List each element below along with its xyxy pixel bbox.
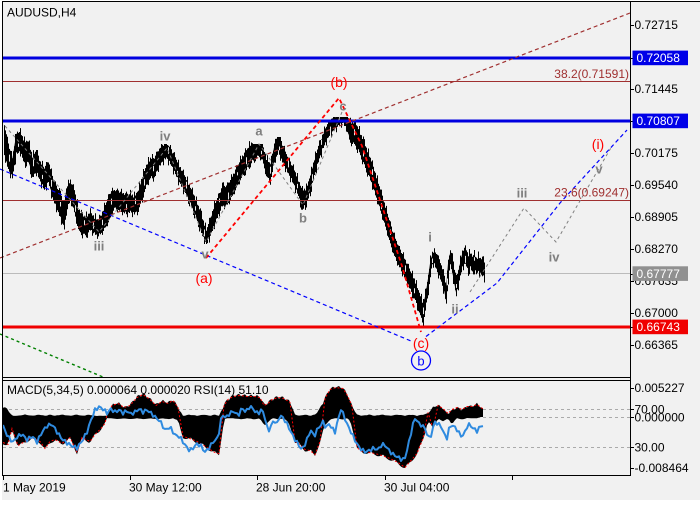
svg-text:0.67000: 0.67000: [635, 306, 679, 320]
svg-text:AUDUSD,H4: AUDUSD,H4: [7, 6, 77, 20]
svg-text:0.68905: 0.68905: [635, 210, 679, 224]
svg-text:-0.008464: -0.008464: [635, 461, 689, 475]
svg-text:38.2(0.71591): 38.2(0.71591): [554, 67, 629, 81]
svg-text:(a): (a): [195, 270, 212, 286]
svg-text:iii: iii: [517, 186, 528, 201]
svg-text:30 Jul 04:00: 30 Jul 04:00: [384, 481, 450, 495]
svg-text:0.005227: 0.005227: [635, 381, 685, 395]
svg-text:iii: iii: [94, 239, 105, 254]
svg-text:MACD(5,34,5) 0.000064 0.000020: MACD(5,34,5) 0.000064 0.000020 RSI(14) 5…: [7, 383, 269, 397]
svg-text:0.71445: 0.71445: [635, 82, 679, 96]
svg-text:0.72715: 0.72715: [635, 18, 679, 32]
svg-text:30 May 12:00: 30 May 12:00: [129, 481, 202, 495]
svg-text:v: v: [201, 247, 209, 262]
svg-text:1 May 2019: 1 May 2019: [3, 481, 66, 495]
svg-text:0.69540: 0.69540: [635, 178, 679, 192]
svg-text:0.68270: 0.68270: [635, 242, 679, 256]
svg-text:(c): (c): [413, 335, 429, 351]
svg-text:23.6(0.69247): 23.6(0.69247): [554, 186, 629, 200]
svg-text:0.66365: 0.66365: [635, 338, 679, 352]
svg-text:ii: ii: [451, 302, 458, 317]
svg-text:0.70807: 0.70807: [637, 114, 681, 128]
svg-text:0.70175: 0.70175: [635, 146, 679, 160]
svg-text:0.000000: 0.000000: [635, 411, 685, 425]
svg-text:iv: iv: [549, 250, 561, 265]
svg-text:30.00: 30.00: [635, 441, 665, 455]
svg-text:(b): (b): [330, 74, 347, 90]
svg-text:0.72058: 0.72058: [637, 51, 681, 65]
svg-text:70.00: 70.00: [635, 402, 665, 416]
svg-text:0.67777: 0.67777: [637, 267, 681, 281]
svg-text:28 Jun 20:00: 28 Jun 20:00: [256, 481, 326, 495]
svg-text:i: i: [428, 230, 432, 245]
svg-text:(i): (i): [592, 136, 604, 152]
svg-text:c: c: [339, 99, 346, 114]
svg-text:b: b: [417, 354, 424, 369]
svg-text:a: a: [255, 124, 263, 139]
svg-text:0.66743: 0.66743: [637, 320, 681, 334]
svg-text:v: v: [595, 162, 603, 177]
svg-text:iv: iv: [160, 129, 172, 144]
svg-text:b: b: [299, 211, 307, 226]
